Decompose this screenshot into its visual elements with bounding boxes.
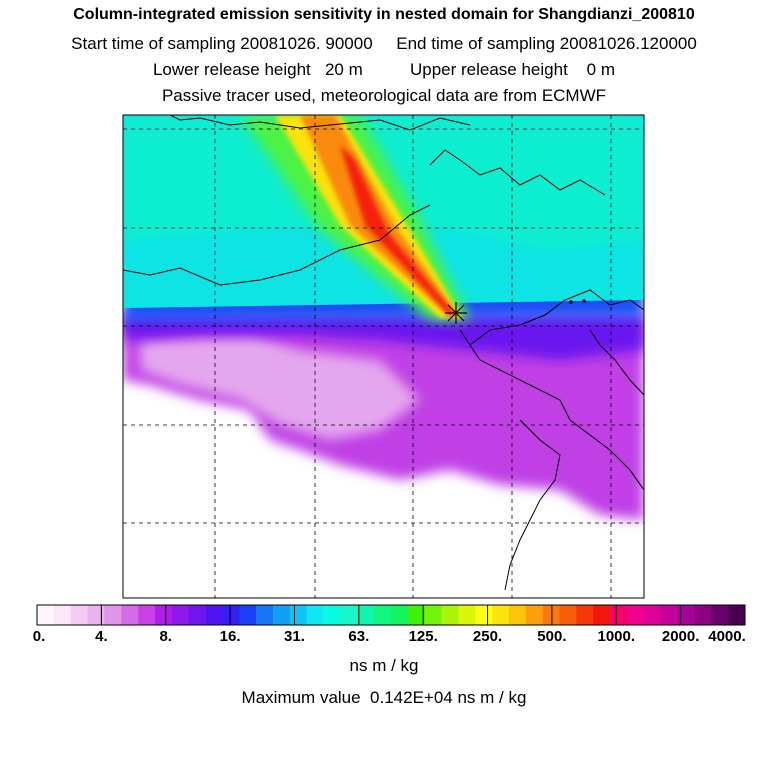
colorbar-cell [441, 605, 459, 625]
colorbar [36, 604, 746, 626]
colorbar-cell [458, 605, 476, 625]
colorbar-cell [340, 605, 358, 625]
colorbar-cell [87, 605, 105, 625]
colorbar-cell [256, 605, 274, 625]
figure-title: Column-integrated emission sensitivity i… [73, 6, 695, 23]
colorbar-cell [677, 605, 695, 625]
colorbar-tick-label: 8. [159, 628, 172, 645]
colorbar-tick-label: 4. [95, 628, 108, 645]
sampling-times: Start time of sampling 20081026. 90000 E… [71, 34, 697, 53]
colorbar-cell [475, 605, 493, 625]
colorbar-cell [643, 605, 662, 625]
colorbar-cell [121, 605, 139, 625]
colorbar-cell [559, 605, 577, 625]
colorbar-cell [239, 605, 257, 625]
colorbar-frame [36, 604, 746, 626]
colorbar-cell [70, 605, 88, 625]
colorbar-tick-label: 125. [408, 628, 438, 645]
colorbar-cell [627, 605, 645, 625]
receptor-asterisk-icon [445, 302, 467, 324]
colorbar-cell [407, 605, 426, 625]
island-dot [569, 300, 573, 304]
colorbar-cell [374, 605, 392, 625]
colorbar-cell [37, 605, 55, 625]
colorbar-tick-label: 2000. [661, 628, 700, 645]
colorbar-cell [728, 605, 746, 625]
colorbar-cell [188, 605, 206, 625]
colorbar-cell [509, 605, 527, 625]
colorbar-cell [323, 605, 341, 625]
colorbar-tick-label: 4000. [708, 628, 746, 645]
maximum-value: Maximum value 0.142E+04 ns m / kg [241, 688, 527, 707]
island-dot [582, 299, 586, 303]
sensitivity-field [123, 115, 644, 598]
colorbar-tick-label: 63. [348, 628, 370, 645]
colorbar-cell [205, 605, 223, 625]
colorbar-tick-label: 250. [472, 628, 503, 645]
colorbar-cell [576, 605, 594, 625]
colorbar-cell [660, 605, 678, 625]
colorbar-tick-label: 31. [284, 628, 305, 645]
colorbar-tick-label: 500. [537, 628, 567, 645]
plume-red [340, 145, 455, 316]
colorbar-cell [306, 605, 324, 625]
colorbar-cell [273, 605, 291, 625]
colorbar-cell [492, 605, 510, 625]
colorbar-cell [104, 605, 122, 625]
colorbar-cell [610, 605, 628, 625]
colorbar-cell [593, 605, 611, 625]
coastlines [123, 115, 644, 591]
release-heights: Lower release height 20 m Upper release … [152, 60, 616, 79]
colorbar-cell [424, 605, 442, 625]
map-frame [122, 114, 645, 599]
colorbar-cell [155, 605, 173, 625]
graticule [123, 115, 644, 598]
colorbar-cell [391, 605, 409, 625]
colorbar-cell [138, 605, 156, 625]
colorbar-cell [711, 605, 729, 625]
colorbar-tick-label: 16. [219, 628, 241, 645]
colorbar-cell [542, 605, 560, 625]
tracer-info: Passive tracer used, meteorological data… [161, 86, 607, 105]
colorbar-cell [525, 605, 544, 625]
colorbar-cell [357, 605, 375, 625]
colorbar-tick-label: 0. [32, 628, 46, 645]
light-purple-region [140, 335, 420, 440]
colorbar-cell [171, 605, 190, 625]
colorbar-units: ns m / kg [349, 656, 419, 675]
colorbar-cell [222, 605, 240, 625]
colorbar-cell [53, 605, 72, 625]
colorbar-cell [289, 605, 308, 625]
colorbar-tick-label: 1000. [597, 628, 636, 645]
colorbar-cell [694, 605, 712, 625]
